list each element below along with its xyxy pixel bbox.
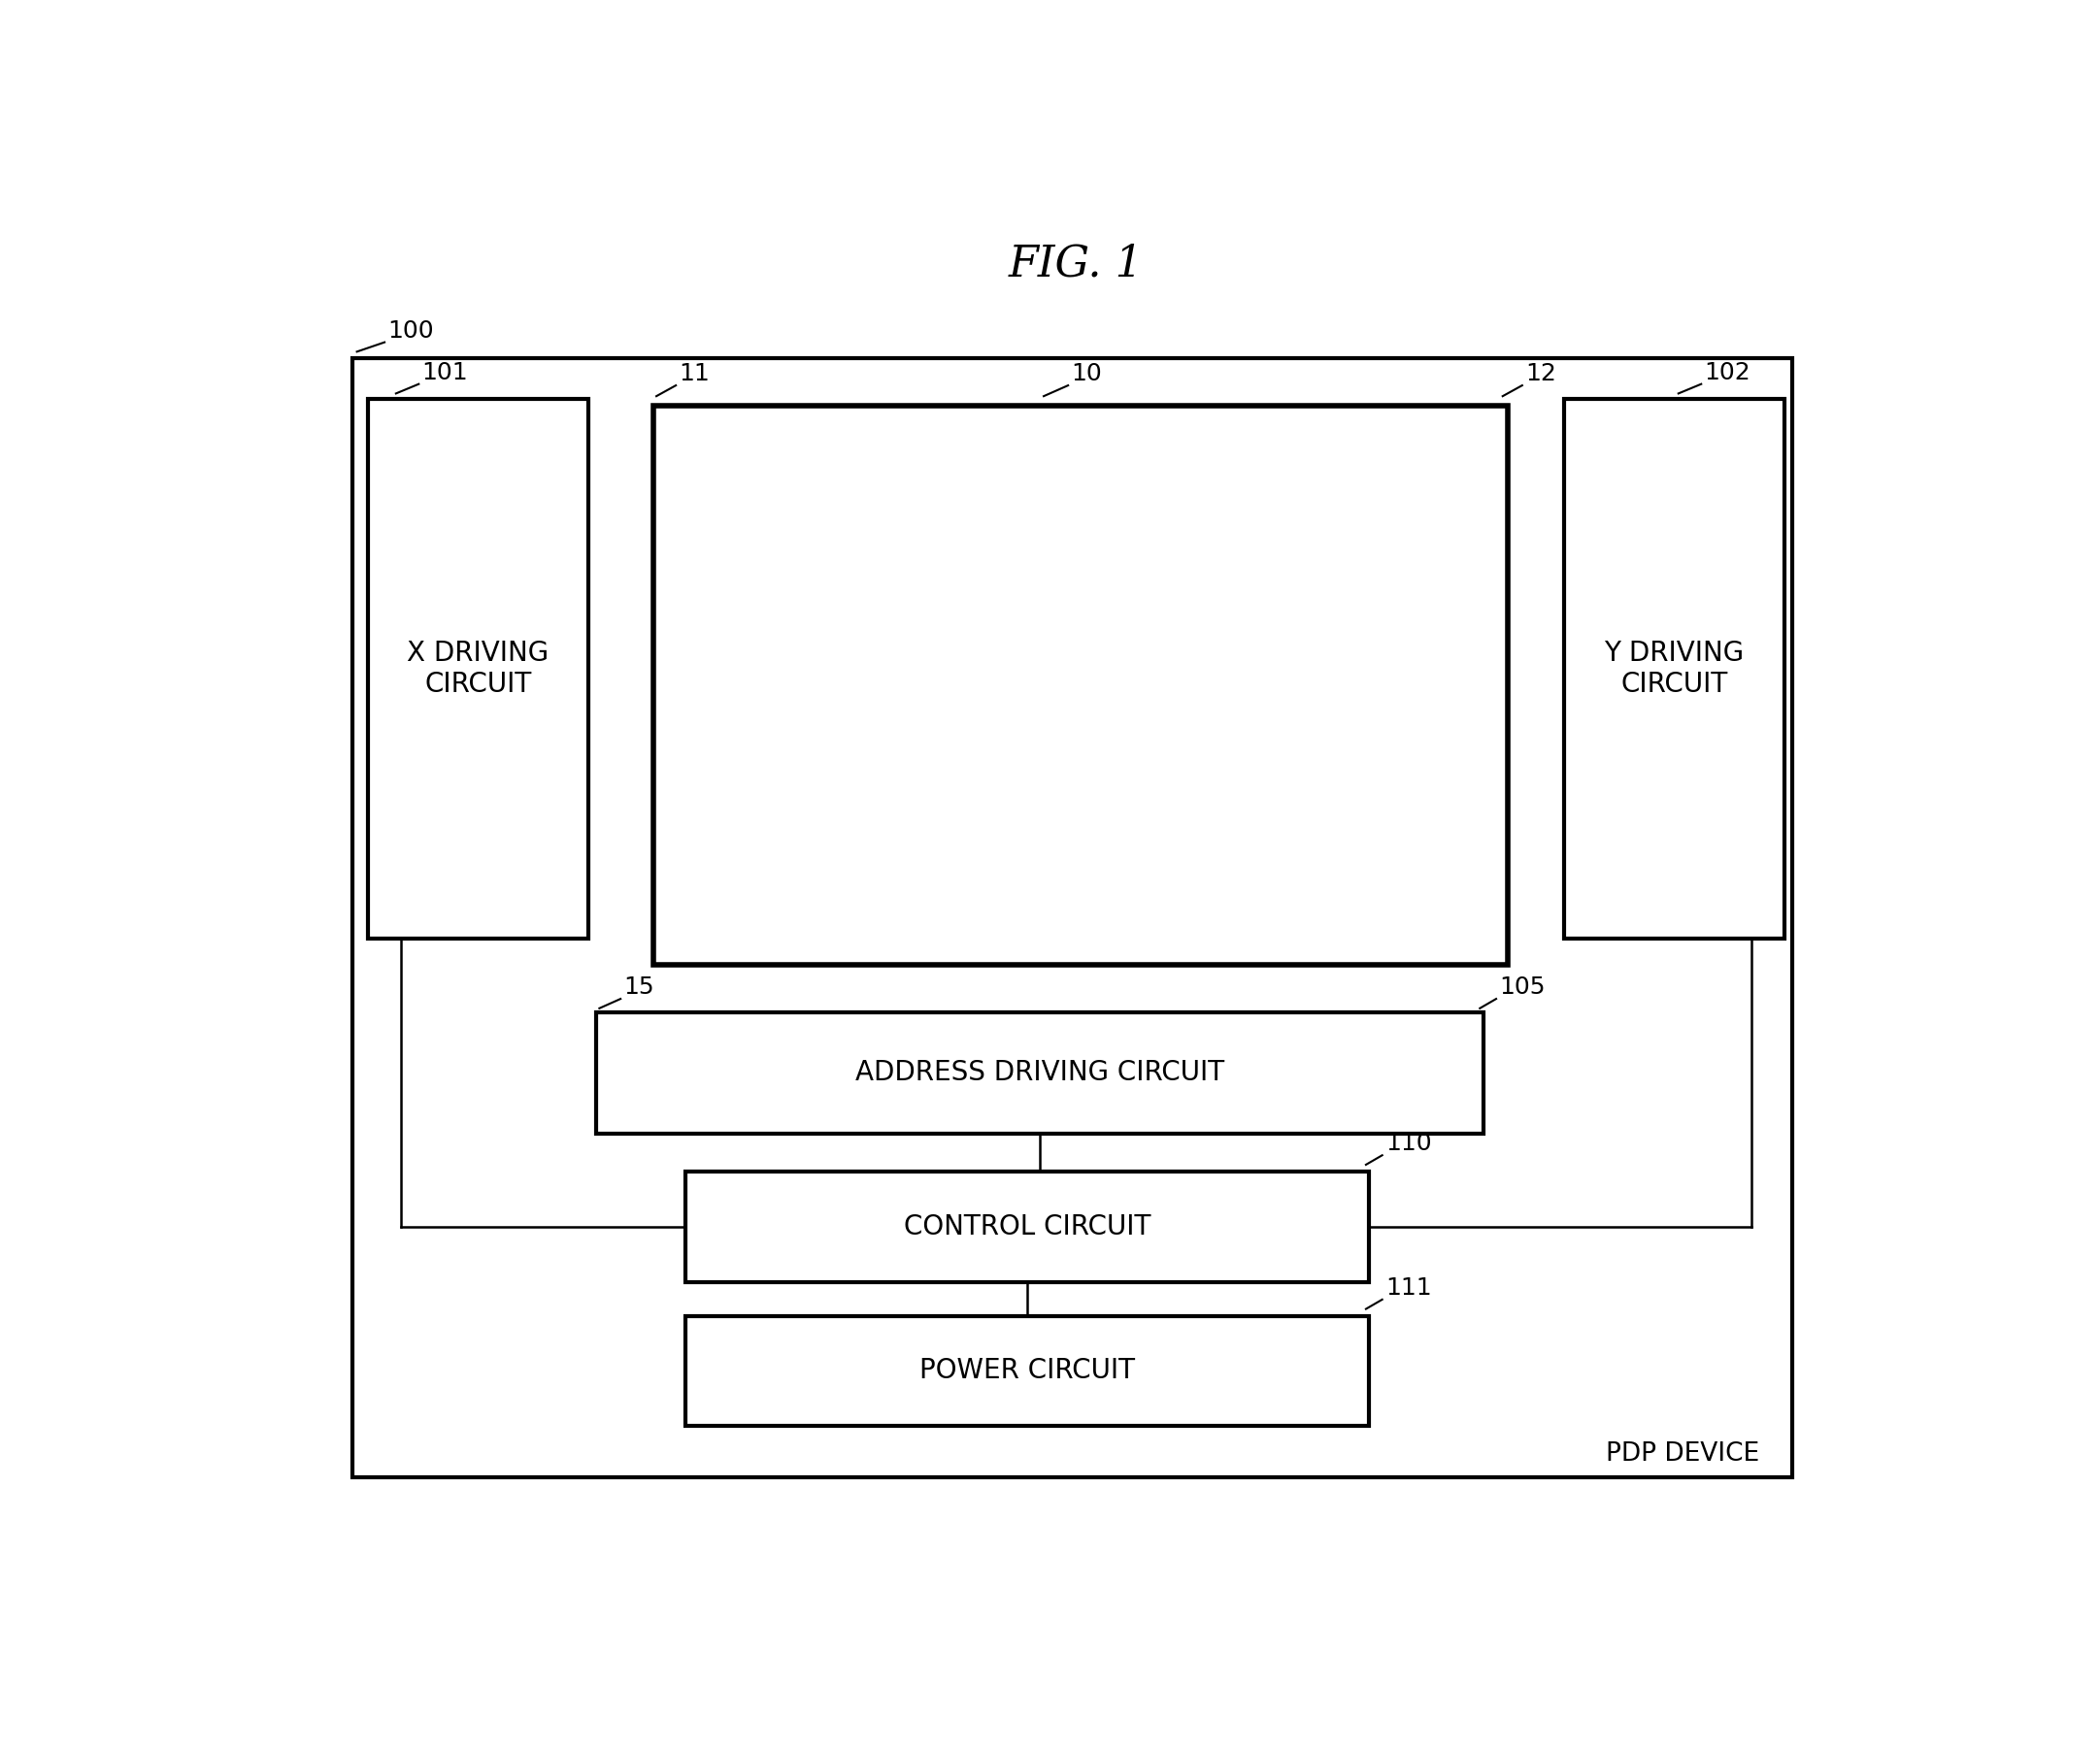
Bar [1564, 399, 1785, 939]
Text: ADDRESS DRIVING CIRCUIT: ADDRESS DRIVING CIRCUIT [855, 1059, 1224, 1087]
Bar [685, 1171, 1369, 1282]
Text: X DRIVING
CIRCUIT: X DRIVING CIRCUIT [407, 639, 548, 699]
Bar [685, 1315, 1369, 1427]
Bar [368, 399, 588, 939]
Text: CONTROL CIRCUIT: CONTROL CIRCUIT [903, 1213, 1151, 1240]
Text: 101: 101 [422, 361, 468, 383]
Text: 110: 110 [1386, 1131, 1432, 1156]
Text: POWER CIRCUIT: POWER CIRCUIT [920, 1357, 1136, 1385]
Text: 12: 12 [1525, 362, 1556, 385]
Text: 100: 100 [388, 319, 435, 341]
Bar [596, 1012, 1483, 1133]
Text: 15: 15 [624, 975, 655, 998]
Text: 102: 102 [1705, 361, 1751, 383]
Text: 111: 111 [1386, 1276, 1432, 1299]
Text: PDP DEVICE: PDP DEVICE [1606, 1441, 1760, 1467]
Text: Y DRIVING
CIRCUIT: Y DRIVING CIRCUIT [1604, 639, 1745, 699]
Text: 105: 105 [1499, 975, 1546, 998]
Bar [653, 406, 1508, 965]
Text: 11: 11 [678, 362, 710, 385]
Bar [353, 359, 1793, 1478]
Text: 10: 10 [1071, 362, 1102, 385]
Text: FIG. 1: FIG. 1 [1008, 243, 1144, 285]
